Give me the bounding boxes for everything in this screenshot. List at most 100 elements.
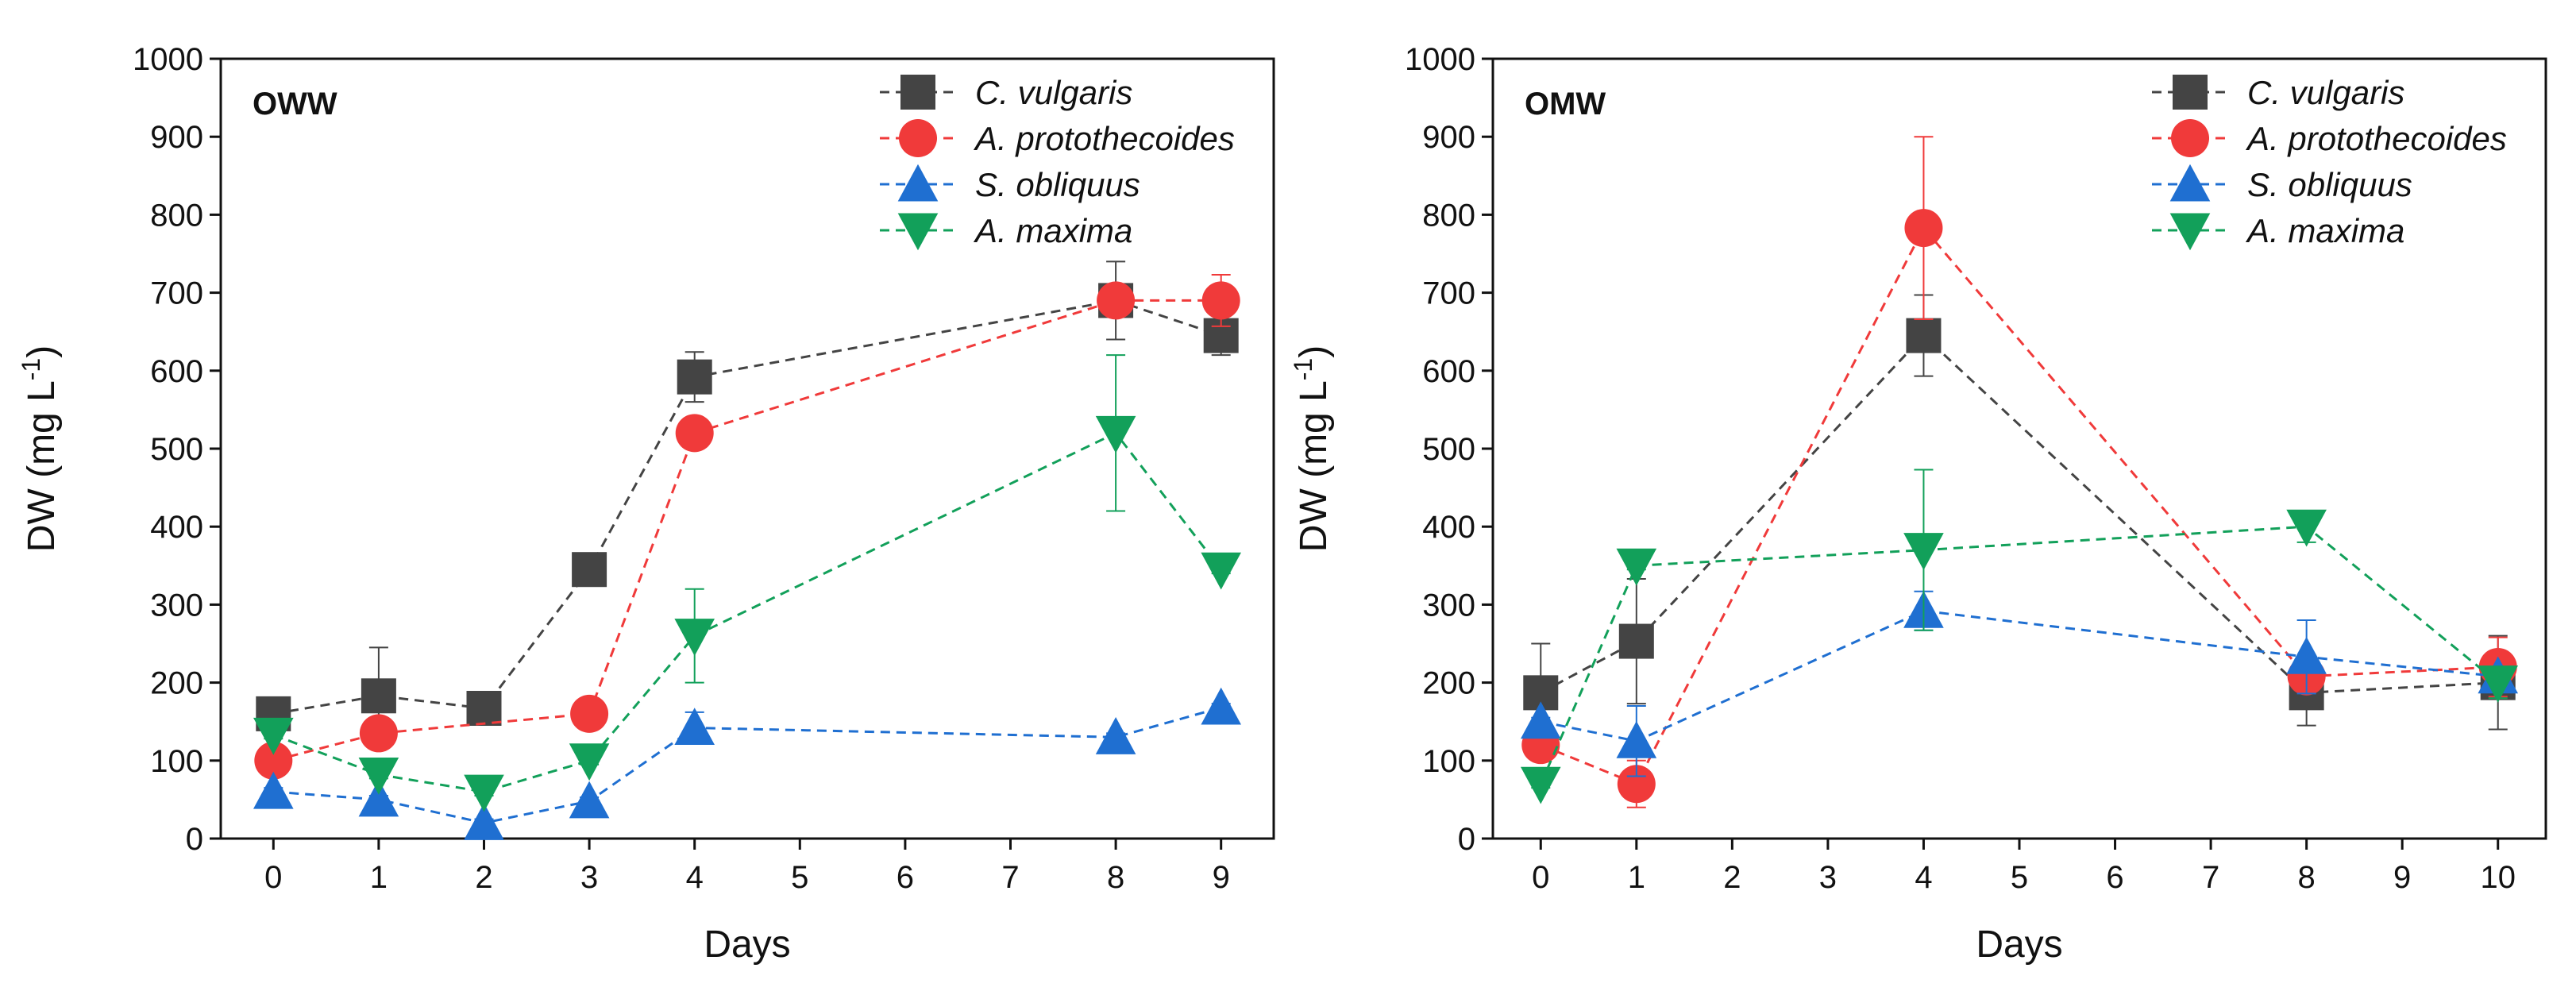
y-tick-label: 800 bbox=[1422, 198, 1475, 233]
series-line bbox=[273, 706, 1222, 824]
y-tick-label: 0 bbox=[1458, 822, 1475, 857]
data-point bbox=[677, 359, 712, 395]
data-point bbox=[1520, 701, 1561, 739]
y-tick-label: 300 bbox=[1422, 588, 1475, 623]
series-line bbox=[272, 431, 1222, 793]
legend-label: S. obliquus bbox=[2247, 166, 2412, 203]
series-a-maxima bbox=[253, 354, 1241, 812]
data-point bbox=[1616, 548, 1657, 586]
data-point bbox=[361, 678, 396, 714]
series-line bbox=[1540, 334, 2498, 694]
series-line bbox=[272, 299, 1221, 762]
x-tick-label: 6 bbox=[2106, 860, 2123, 895]
series-line bbox=[1540, 226, 2498, 786]
data-point bbox=[254, 741, 293, 780]
y-tick-label: 100 bbox=[150, 744, 203, 779]
series-c-vulgaris bbox=[256, 260, 1239, 746]
data-point bbox=[1618, 623, 1654, 659]
x-tick-label: 5 bbox=[791, 860, 808, 895]
data-point bbox=[464, 774, 504, 812]
x-tick-label: 8 bbox=[1107, 860, 1124, 895]
y-tick-label: 900 bbox=[150, 120, 203, 155]
data-point bbox=[675, 414, 714, 453]
y-tick-label: 600 bbox=[1422, 354, 1475, 389]
y-tick-label: 700 bbox=[150, 276, 203, 311]
y-axis-title-superscript: -1 bbox=[17, 358, 45, 380]
data-point bbox=[253, 717, 294, 755]
y-tick-label: 700 bbox=[1422, 276, 1475, 311]
x-tick-label: 9 bbox=[2393, 860, 2411, 895]
legend-marker bbox=[897, 164, 939, 202]
data-point bbox=[1616, 720, 1657, 758]
legend-marker bbox=[900, 75, 935, 110]
legend-marker bbox=[897, 213, 939, 251]
y-tick-label: 200 bbox=[150, 666, 203, 701]
legend-label: C. vulgaris bbox=[2247, 74, 2404, 111]
legend-label: A. maxima bbox=[2245, 212, 2404, 249]
data-point bbox=[674, 708, 715, 746]
series-a-protothecoides bbox=[254, 274, 1240, 780]
series-c-vulgaris bbox=[1523, 294, 2516, 743]
x-tick-label: 6 bbox=[897, 860, 914, 895]
y-tick-label: 300 bbox=[150, 588, 203, 623]
chart-panel-omw: 0 100 200 300 400 500 600 700 800 900 1000 0 1 2 3 4 5 6 7… bbox=[1289, 42, 2547, 966]
x-tick-label: 4 bbox=[686, 860, 704, 895]
data-point bbox=[464, 803, 504, 840]
data-point bbox=[1095, 415, 1136, 453]
legend-marker bbox=[2169, 213, 2211, 251]
data-point bbox=[358, 757, 399, 795]
data-point bbox=[359, 714, 398, 753]
x-tick-label: 10 bbox=[2480, 860, 2516, 895]
legend-item: A. maxima bbox=[880, 212, 1132, 251]
data-point bbox=[569, 743, 610, 781]
y-tick-label: 800 bbox=[150, 198, 203, 233]
series-line bbox=[273, 299, 1222, 715]
x-tick-label: 4 bbox=[1915, 860, 1932, 895]
legend-item: A. protothecoides bbox=[2152, 119, 2507, 157]
y-tick-label: 900 bbox=[1422, 120, 1475, 155]
x-tick-label: 2 bbox=[1723, 860, 1741, 895]
y-tick-label: 200 bbox=[1422, 666, 1475, 701]
panel-label: OMW bbox=[1525, 87, 1606, 121]
x-tick-label: 2 bbox=[475, 860, 492, 895]
x-tick-label: 7 bbox=[2202, 860, 2219, 895]
data-point bbox=[1520, 766, 1561, 804]
data-point bbox=[1201, 552, 1241, 590]
data-point bbox=[1617, 765, 1656, 804]
y-tick-label: 400 bbox=[1422, 510, 1475, 545]
x-tick-label: 1 bbox=[1628, 860, 1645, 895]
y-tick-label: 600 bbox=[150, 354, 203, 389]
data-point bbox=[1097, 281, 1136, 320]
data-point bbox=[572, 552, 607, 588]
y-tick-label: 500 bbox=[1422, 432, 1475, 467]
data-point bbox=[570, 694, 609, 733]
x-tick-label: 7 bbox=[1001, 860, 1019, 895]
legend-marker bbox=[2171, 119, 2209, 157]
x-tick-label: 5 bbox=[2011, 860, 2028, 895]
panel-label: OWW bbox=[253, 87, 337, 121]
series-s-obliquus bbox=[1520, 590, 2519, 777]
data-point bbox=[1201, 687, 1241, 725]
legend-item: C. vulgaris bbox=[880, 74, 1132, 111]
data-point bbox=[2286, 509, 2327, 547]
y-axis-title-superscript: -1 bbox=[1289, 358, 1317, 380]
series-line bbox=[1540, 609, 2498, 742]
y-axis-title: DW (mg L-1) bbox=[1289, 345, 1335, 552]
legend-label: A. protothecoides bbox=[973, 120, 1235, 157]
data-point bbox=[466, 691, 502, 727]
legend-item: S. obliquus bbox=[880, 164, 1140, 203]
y-tick-label: 1000 bbox=[133, 42, 203, 77]
chart-panel-oww: 0 100 200 300 400 500 600 700 800 900 1000 0 1 2 3 4 5 6 7… bbox=[17, 42, 1275, 966]
y-tick-label: 500 bbox=[150, 432, 203, 467]
y-tick-label: 100 bbox=[1422, 744, 1475, 779]
data-point bbox=[1201, 281, 1240, 320]
data-point bbox=[1904, 209, 1943, 248]
legend-label: C. vulgaris bbox=[975, 74, 1132, 111]
legend-item: S. obliquus bbox=[2152, 164, 2412, 203]
x-axis-title: Days bbox=[704, 924, 790, 966]
series-a-maxima bbox=[1520, 469, 2519, 804]
legend-item: A. protothecoides bbox=[880, 119, 1235, 157]
x-tick-label: 1 bbox=[370, 860, 388, 895]
y-axis-title-suffix: ) bbox=[21, 345, 63, 358]
